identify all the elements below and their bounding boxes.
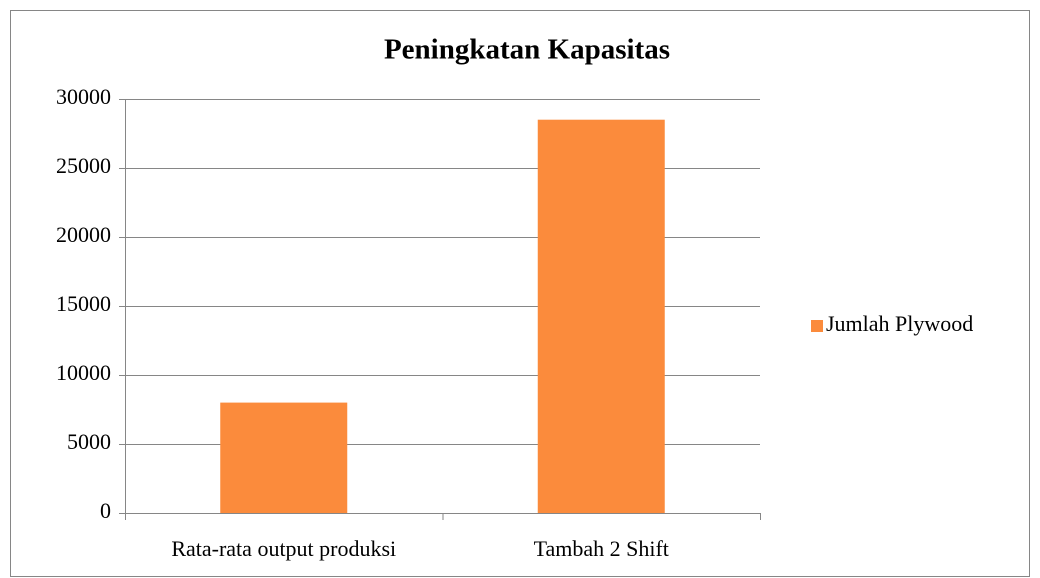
y-tick-label: 20000 (56, 222, 111, 247)
bar (537, 119, 665, 513)
y-tick-label: 10000 (56, 360, 111, 385)
y-tick-label: 30000 (56, 84, 111, 109)
y-tick-label: 15000 (56, 291, 111, 316)
legend-label: Jumlah Plywood (826, 311, 973, 336)
legend-swatch (811, 320, 823, 332)
y-tick-label: 5000 (67, 429, 111, 454)
y-tick-label: 25000 (56, 153, 111, 178)
x-tick-label: Rata-rata output produksi (171, 536, 396, 561)
x-tick-label: Tambah 2 Shift (534, 536, 669, 561)
chart-frame (10, 10, 1030, 577)
chart-title: Peningkatan Kapasitas (384, 34, 670, 66)
bar (220, 402, 348, 513)
y-tick-label: 0 (100, 498, 111, 523)
